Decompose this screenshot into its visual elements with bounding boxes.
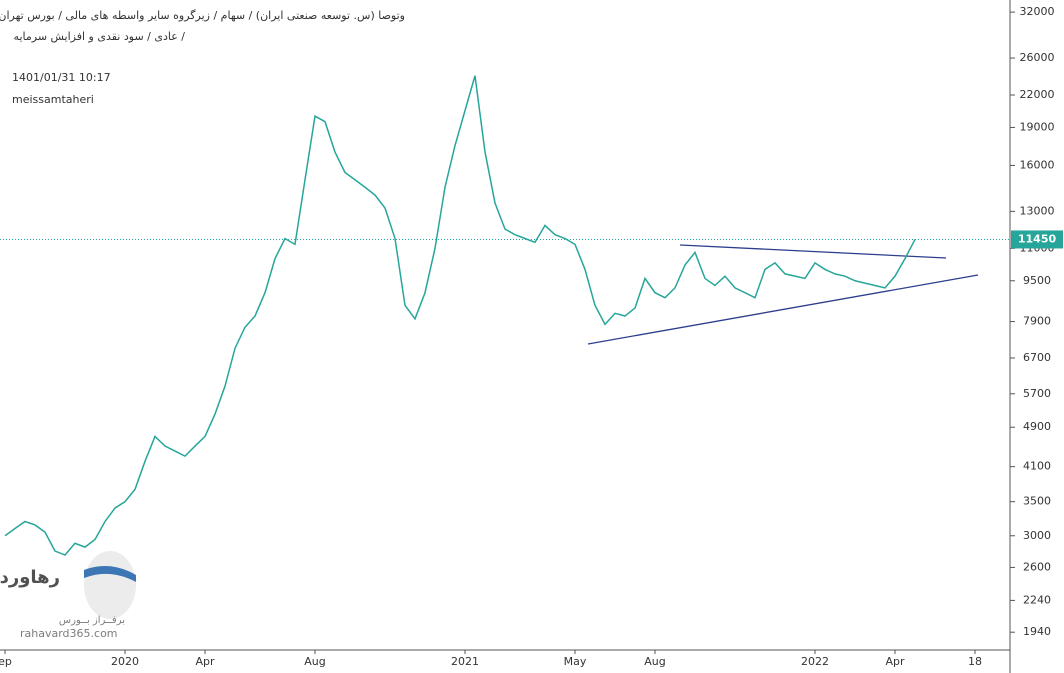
x-tick-label: Apr xyxy=(885,655,905,668)
y-tick-label: 3500 xyxy=(1023,495,1051,508)
y-tick-label: 26000 xyxy=(1020,51,1055,64)
y-tick-label: 3000 xyxy=(1023,529,1051,542)
y-tick-label: 4100 xyxy=(1023,460,1051,473)
last-price-box xyxy=(1011,230,1063,249)
y-tick-label: 9500 xyxy=(1023,274,1051,287)
y-tick-label: 19000 xyxy=(1020,120,1055,133)
x-tick-label: ep xyxy=(0,655,12,668)
watermark-text: برفــراز بــورس xyxy=(59,615,125,626)
y-tick-label: 13000 xyxy=(1020,204,1055,217)
trend-line xyxy=(587,274,979,345)
last-price-label: 11450 xyxy=(1018,232,1057,245)
y-tick-label: 16000 xyxy=(1020,158,1055,171)
watermark: رهاورد ۳۶۵ برفــراز بــورس rahavard365.c… xyxy=(0,551,136,640)
y-tick-label: 1940 xyxy=(1023,625,1051,638)
timestamp: 1401/01/31 10:17 xyxy=(12,71,111,84)
y-tick-label: 2600 xyxy=(1023,560,1051,573)
x-tick-label: Aug xyxy=(644,655,665,668)
price-line xyxy=(4,75,916,556)
y-tick-label: 5700 xyxy=(1023,387,1051,400)
x-tick-label: May xyxy=(564,655,587,668)
y-tick-label: 22000 xyxy=(1020,88,1055,101)
watermark-text: رهاورد ۳۶۵ xyxy=(0,567,60,588)
x-tick-label: 2022 xyxy=(801,655,829,668)
y-tick-label: 32000 xyxy=(1020,5,1055,18)
y-tick-label: 2240 xyxy=(1023,593,1051,606)
header-line: عادی / سود نقدی و افزایش سرمایه / xyxy=(14,30,186,43)
y-tick-label: 4900 xyxy=(1023,420,1051,433)
x-tick-label: Apr xyxy=(195,655,215,668)
y-tick-label: 6700 xyxy=(1023,351,1051,364)
x-tick-label: Aug xyxy=(304,655,325,668)
watermark-text: rahavard365.com xyxy=(20,627,118,640)
trend-line xyxy=(679,244,947,259)
author: meissamtaheri xyxy=(12,93,94,106)
x-tick-label: 18 xyxy=(968,655,982,668)
y-tick-label: 7900 xyxy=(1023,315,1051,328)
header-line: وتوصا (س. توسعه صنعتی ایران) / سهام / زی… xyxy=(0,9,405,22)
x-tick-label: 2020 xyxy=(111,655,139,668)
x-tick-label: 2021 xyxy=(451,655,479,668)
